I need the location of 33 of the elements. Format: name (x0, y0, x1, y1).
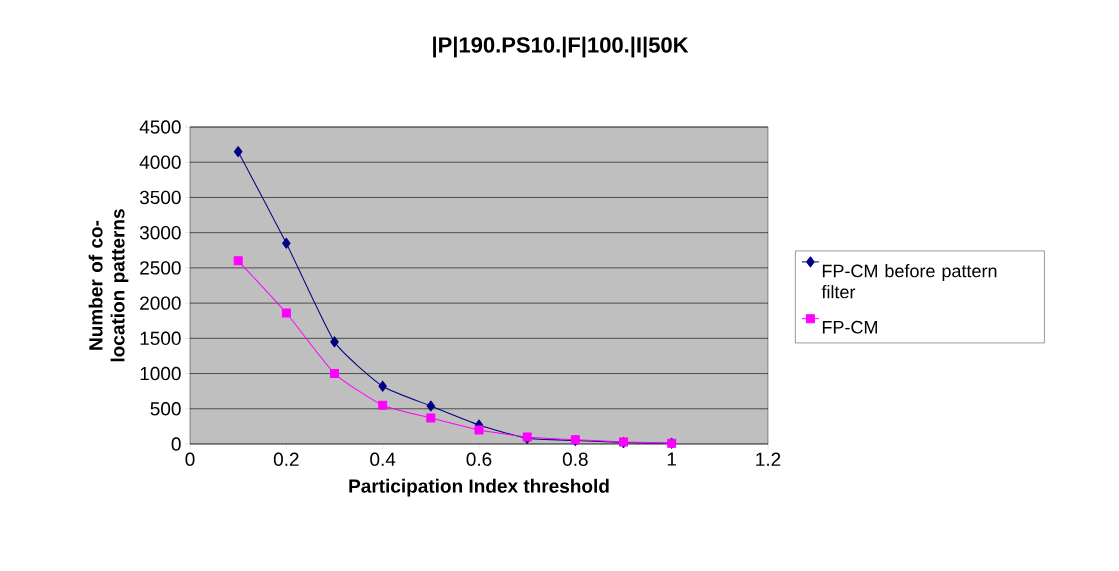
x-tick-label: 1 (667, 452, 677, 466)
y-tick-label: 2000 (140, 296, 181, 310)
y-tick-label: 1500 (140, 331, 181, 346)
y-tick-label: 2500 (140, 261, 181, 275)
x-tick-label: 0.2 (273, 452, 299, 466)
y-tick-label: 500 (150, 402, 181, 416)
chart-title: |P|190.PS10.|F|100.|I|50K (433, 36, 689, 58)
x-tick-label: 0.4 (370, 452, 396, 466)
y-tick-label: 4000 (139, 155, 181, 169)
point (378, 380, 387, 392)
legend-label: FP-CM (822, 320, 877, 334)
x-tick-label: 0 (185, 452, 195, 466)
x-tick-label: 1.2 (756, 452, 781, 466)
point (233, 146, 243, 158)
y-tick-label: 1000 (140, 366, 181, 381)
point (281, 308, 291, 318)
point (426, 400, 436, 412)
y-tick-label: 4500 (139, 120, 181, 134)
point (282, 237, 291, 249)
y-tick-label: 3000 (139, 225, 181, 240)
legend-label: FP-CM before pattern filter (821, 264, 997, 299)
point (474, 425, 484, 435)
y-tick-label: 0 (171, 437, 181, 451)
x-axis-title: Participation Index threshold (349, 478, 609, 497)
point (426, 413, 436, 423)
x-tick-label: 0.6 (466, 452, 492, 466)
point (330, 369, 339, 379)
y-axis-title: Number of co-location patterns (88, 209, 129, 362)
point (330, 336, 339, 348)
point (233, 256, 243, 266)
y-tick-label: 3500 (139, 190, 181, 205)
point (378, 400, 388, 410)
x-tick-label: 0.8 (562, 452, 588, 466)
